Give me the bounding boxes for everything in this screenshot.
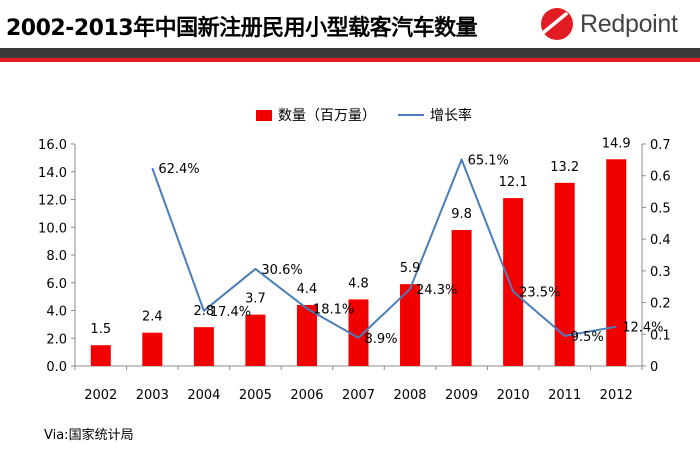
line-data-label: 18.1% <box>313 303 354 318</box>
x-tick-label: 2011 <box>548 388 581 403</box>
x-tick-label: 2008 <box>393 388 426 403</box>
line-data-label: 17.4% <box>210 305 251 320</box>
legend-bar-label: 数量（百万量） <box>278 108 376 124</box>
y-left-tick-label: 2.0 <box>46 332 67 347</box>
page-title: 2002-2013年中国新注册民用小型载客汽车数量 <box>6 16 478 41</box>
y-left-tick-label: 12.0 <box>38 194 67 209</box>
y-right-tick-label: 0.2 <box>650 297 671 312</box>
y-left-tick-label: 10.0 <box>38 221 67 236</box>
y-left-tick-label: 0.0 <box>46 360 67 375</box>
y-left-tick-label: 16.0 <box>38 138 67 153</box>
line-data-label: 9.5% <box>571 330 604 345</box>
y-left-tick-label: 4.0 <box>46 305 67 320</box>
bar-data-label: 13.2 <box>550 160 579 175</box>
y-right-tick-label: 0.3 <box>650 265 671 280</box>
bar <box>554 182 575 366</box>
brand-logo: Redpoint <box>540 4 678 44</box>
bar <box>451 230 472 366</box>
bar-data-label: 12.1 <box>499 175 528 190</box>
bar <box>606 159 627 366</box>
legend-bar-swatch <box>256 109 272 121</box>
y-left-tick-label: 6.0 <box>46 277 67 292</box>
bar <box>142 332 163 366</box>
bar-data-label: 2.8 <box>194 304 215 319</box>
bar <box>503 198 524 366</box>
y-right-tick-label: 0.5 <box>650 201 671 216</box>
header-divider <box>0 48 700 58</box>
header-accent-line <box>0 58 700 62</box>
y-right-tick-label: 0.6 <box>650 170 671 185</box>
bar <box>296 304 317 366</box>
bar-data-label: 5.9 <box>400 261 421 276</box>
line-data-label: 30.6% <box>261 263 302 278</box>
line-data-label: 62.4% <box>158 162 199 177</box>
bar-data-label: 1.5 <box>90 322 111 337</box>
source-note: Via:国家统计局 <box>44 428 134 443</box>
bar <box>245 314 266 366</box>
growth-rate-line <box>151 158 617 339</box>
bar-data-label: 4.4 <box>297 282 318 297</box>
brand-name: Redpoint <box>580 9 678 38</box>
y-right-tick-label: 0.4 <box>650 233 671 248</box>
chart-legend: 数量（百万量） 增长率 <box>256 105 472 125</box>
line-data-label: 24.3% <box>416 283 457 298</box>
line-data-label: 65.1% <box>468 154 509 169</box>
x-tick-label: 2005 <box>239 388 272 403</box>
bar-data-label: 2.4 <box>142 310 163 325</box>
legend-line-label: 增长率 <box>430 108 472 124</box>
x-tick-label: 2002 <box>84 388 117 403</box>
bar <box>400 284 421 366</box>
x-tick-label: 2010 <box>497 388 530 403</box>
line-data-label: 8.9% <box>365 332 398 347</box>
y-left-tick-label: 14.0 <box>38 166 67 181</box>
y-right-tick-label: 0.7 <box>650 138 671 153</box>
line-data-label: 12.4% <box>622 321 663 336</box>
redpoint-logo-icon <box>541 8 573 40</box>
chart: 0.0 2.0 4.0 6.0 8.0 10.0 12.0 14.0 16.0 0 0.1 0.2 0.… <box>38 136 671 403</box>
x-tick-label: 2003 <box>136 388 169 403</box>
x-tick-label: 2004 <box>187 388 220 403</box>
bar-data-label: 3.7 <box>245 292 266 307</box>
x-tick-label: 2007 <box>342 388 375 403</box>
y-right-tick-label: 0.1 <box>650 328 671 343</box>
legend-line-swatch <box>398 114 424 116</box>
bar-data-label: 14.9 <box>602 136 631 151</box>
y-left-tick-label: 8.0 <box>46 249 67 264</box>
line-data-label: 23.5% <box>519 285 560 300</box>
x-tick-label: 2012 <box>600 388 633 403</box>
bar <box>193 327 214 366</box>
x-tick-label: 2009 <box>445 388 478 403</box>
bar <box>348 299 369 366</box>
bar-data-label: 9.8 <box>451 207 472 222</box>
bar <box>90 345 111 366</box>
x-tick-label: 2006 <box>290 388 323 403</box>
y-right-tick-label: 0 <box>650 360 658 375</box>
bar-data-label: 4.8 <box>348 276 369 291</box>
